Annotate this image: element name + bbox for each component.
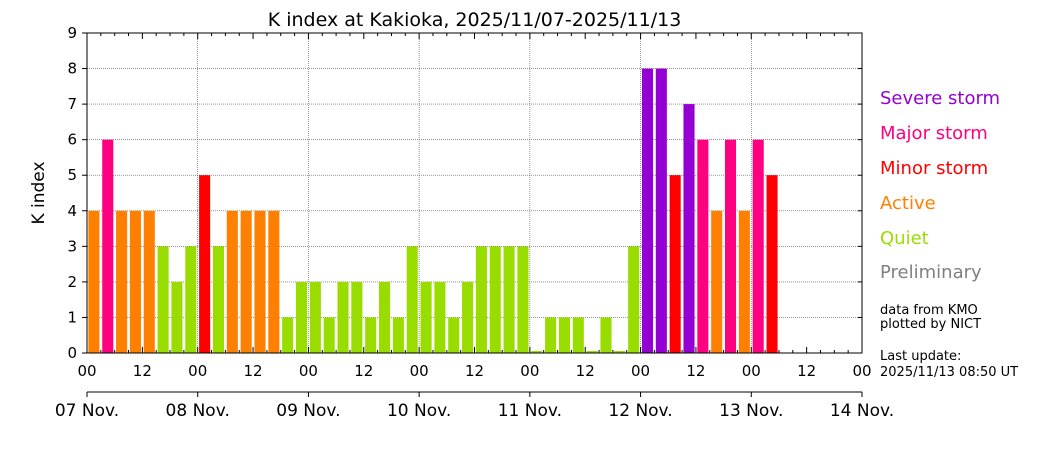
x-tick-label: 12 — [576, 362, 595, 380]
x-tick-label: 12 — [354, 362, 373, 380]
legend-active: Active — [880, 193, 936, 214]
bar — [628, 246, 640, 353]
last-update-label: Last update: — [880, 349, 962, 364]
y-tick-label: 2 — [67, 273, 77, 291]
day-label: 10 Nov. — [387, 401, 451, 421]
bar — [88, 210, 100, 353]
bar — [697, 139, 709, 353]
day-label: 13 Nov. — [719, 401, 783, 421]
x-tick-label: 00 — [188, 362, 207, 380]
day-label: 12 Nov. — [608, 401, 672, 421]
bar — [434, 281, 446, 353]
bar — [379, 281, 391, 353]
x-tick-label: 12 — [797, 362, 816, 380]
x-tick-label: 00 — [299, 362, 318, 380]
bar — [475, 246, 487, 353]
y-tick-label: 3 — [67, 237, 77, 255]
bar — [171, 281, 183, 353]
bar — [545, 317, 557, 353]
x-tick-label: 12 — [465, 362, 484, 380]
bar — [323, 317, 335, 353]
source-note-nict: plotted by NICT — [880, 317, 982, 332]
bar — [641, 68, 654, 354]
bar — [669, 175, 681, 353]
bar — [572, 317, 584, 353]
y-tick-label: 5 — [67, 166, 77, 184]
legend-minor-storm: Minor storm — [880, 158, 989, 179]
day-label: 14 Nov. — [830, 401, 894, 421]
bar — [102, 139, 114, 353]
bar — [240, 210, 252, 353]
x-tick-label: 00 — [742, 362, 761, 380]
bar — [392, 317, 404, 353]
bar — [116, 210, 128, 353]
x-tick-label: 00 — [631, 362, 650, 380]
bar — [309, 281, 321, 353]
bar — [448, 317, 460, 353]
x-tick-label: 12 — [686, 362, 705, 380]
bar — [199, 175, 211, 353]
bar — [503, 246, 515, 353]
y-tick-label: 9 — [67, 24, 77, 42]
y-tick-label: 7 — [67, 95, 77, 113]
bar — [254, 210, 266, 353]
day-label: 07 Nov. — [55, 401, 119, 421]
x-tick-label: 12 — [244, 362, 263, 380]
bar — [282, 317, 294, 353]
x-tick-label: 00 — [77, 362, 96, 380]
source-note-kmo: data from KMO — [880, 303, 978, 318]
bar — [351, 281, 363, 353]
bar — [531, 351, 543, 353]
day-label: 09 Nov. — [276, 401, 340, 421]
bar — [517, 246, 529, 353]
bar — [268, 210, 280, 353]
bar — [600, 317, 612, 353]
bar — [420, 281, 432, 353]
bar — [738, 210, 750, 353]
bar — [752, 139, 764, 353]
legend-major-storm: Major storm — [880, 123, 988, 144]
bar — [614, 351, 626, 353]
bar — [295, 281, 308, 353]
y-tick-label: 8 — [67, 60, 77, 78]
y-tick-label: 6 — [67, 131, 77, 149]
day-label: 11 Nov. — [498, 401, 562, 421]
day-label: 08 Nov. — [166, 401, 230, 421]
y-tick-label: 1 — [67, 308, 77, 326]
bar — [462, 281, 474, 353]
x-tick-label: 00 — [852, 362, 871, 380]
bar — [655, 68, 667, 354]
bar — [337, 281, 349, 353]
x-tick-label: 00 — [410, 362, 429, 380]
bar — [711, 210, 723, 353]
x-tick-label: 12 — [133, 362, 152, 380]
bar — [365, 317, 377, 353]
bar — [129, 210, 141, 353]
chart-title: K index at Kakioka, 2025/11/07-2025/11/1… — [268, 9, 682, 31]
bar — [586, 351, 598, 353]
bar — [157, 246, 169, 353]
bar — [683, 104, 695, 353]
last-update-time: 2025/11/13 08:50 UT — [880, 365, 1019, 380]
legend-quiet: Quiet — [880, 228, 929, 249]
bar — [406, 246, 418, 353]
x-tick-label: 00 — [520, 362, 539, 380]
bar — [489, 246, 501, 353]
bar — [724, 139, 737, 353]
bar — [143, 210, 155, 353]
bar — [185, 246, 197, 353]
legend-severe-storm: Severe storm — [880, 88, 1001, 109]
bar — [226, 210, 238, 353]
bar — [212, 246, 225, 353]
y-axis-label: K index — [29, 161, 49, 224]
legend-preliminary: Preliminary — [880, 262, 982, 283]
y-tick-label: 0 — [67, 344, 77, 362]
y-tick-label: 4 — [67, 202, 77, 220]
bar — [558, 317, 570, 353]
bar — [766, 175, 778, 353]
